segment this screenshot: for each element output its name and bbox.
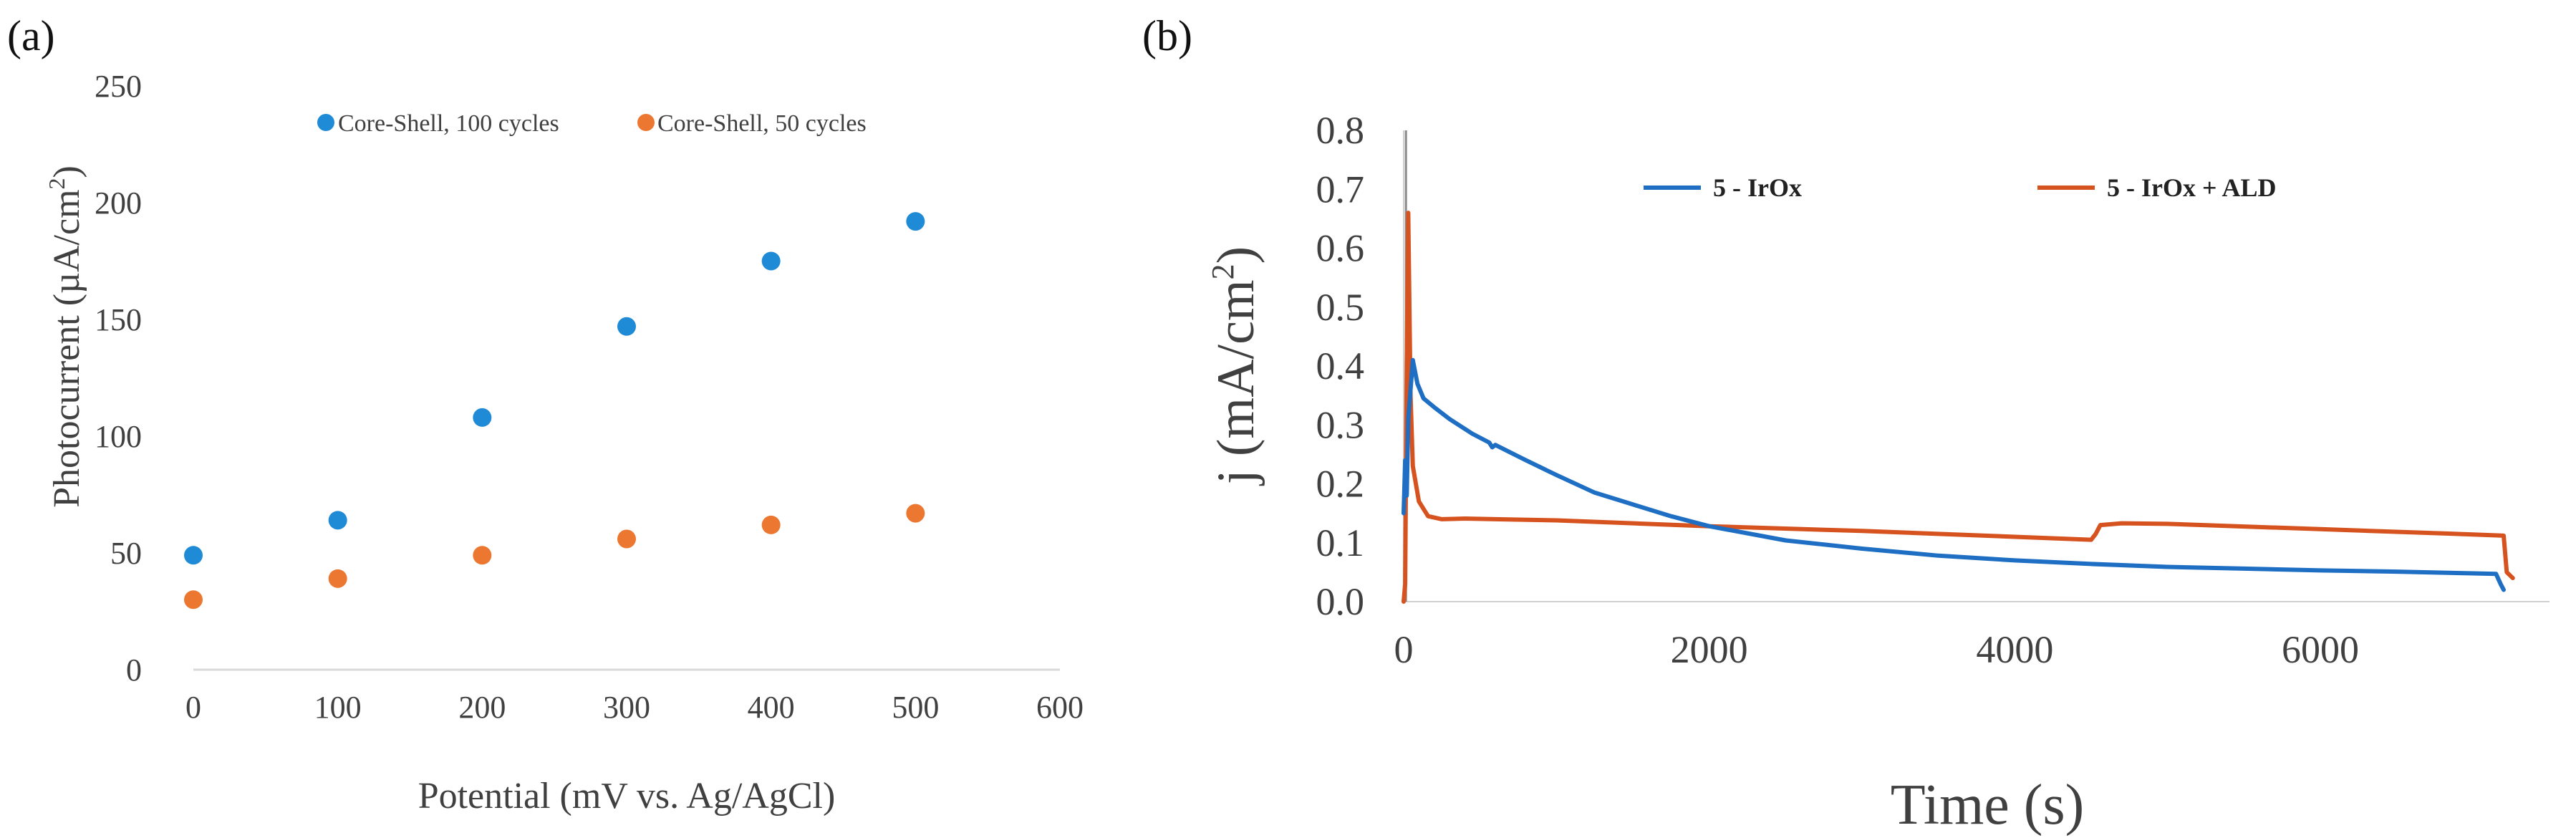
panel-b-series-5-irox xyxy=(1402,357,2506,592)
panel-b-x-axis-label: Time (s) xyxy=(1891,774,2084,837)
legend-label-core-shell-50: Core-Shell, 50 cycles xyxy=(657,110,867,137)
panel-a-point-core-shell-50-cycles-4 xyxy=(761,515,781,534)
panel-b-y-tick-1: 0.1 xyxy=(1316,521,1365,564)
panel-a-y-ticks: 0 50 100 150 200 250 xyxy=(95,69,142,688)
panel-b-chart: 0.0 0.1 0.2 0.3 0.4 0.5 0.6 0.7 0.8 0 2000 4000 600… xyxy=(1205,109,2550,837)
panel-b-lines xyxy=(1402,130,2515,604)
panel-a-y-label-main: Photocurrent (µA/cm xyxy=(47,189,87,507)
panel-a-x-tick-6: 600 xyxy=(1036,690,1084,725)
legend-label-irox-ald: 5 - IrOx + ALD xyxy=(2107,173,2277,202)
panel-a-x-axis-label: Potential (mV vs. Ag/AgCl) xyxy=(418,776,836,817)
panel-a-x-tick-2: 200 xyxy=(458,690,506,725)
panel-b-y-tick-5: 0.5 xyxy=(1316,286,1365,329)
panel-a-point-core-shell-50-cycles-0 xyxy=(184,590,203,610)
panel-a-point-core-shell-100-cycles-1 xyxy=(328,511,347,530)
panel-b-y-tick-0: 0.0 xyxy=(1316,580,1365,623)
panel-b-y-ticks: 0.0 0.1 0.2 0.3 0.4 0.5 0.6 0.7 0.8 xyxy=(1316,109,1365,623)
panel-a-x-tick-0: 0 xyxy=(185,690,201,725)
panel-b-y-tick-2: 0.2 xyxy=(1316,463,1365,506)
panel-a-points xyxy=(184,212,925,610)
panel-a-y-label-close: ) xyxy=(47,165,87,178)
panel-b-x-tick-1: 2000 xyxy=(1671,628,1748,671)
panel-a-point-core-shell-50-cycles-3 xyxy=(617,529,636,549)
panel-b-y-label-main: j (mA/cm xyxy=(1207,279,1265,486)
panel-b-y-tick-7: 0.7 xyxy=(1316,168,1365,211)
panel-b-x-tick-2: 4000 xyxy=(1976,628,2053,671)
panel-a-label: (a) xyxy=(7,12,55,59)
panel-b-y-tick-4: 0.4 xyxy=(1316,345,1365,387)
panel-b-y-label-close: ) xyxy=(1207,246,1265,264)
panel-a-point-core-shell-50-cycles-5 xyxy=(906,504,925,523)
panel-a-y-tick-2: 100 xyxy=(95,419,142,454)
panel-a-x-tick-4: 400 xyxy=(748,690,795,725)
panel-a-x-tick-3: 300 xyxy=(603,690,650,725)
panel-a-chart: 0 50 100 150 200 250 0 100 200 300 400 500 600 Pote… xyxy=(44,69,1084,817)
panel-b-y-axis-label: j (mA/cm2) xyxy=(1205,246,1265,486)
panel-a-point-core-shell-100-cycles-4 xyxy=(761,251,781,271)
legend-marker-core-shell-50 xyxy=(637,114,655,131)
panel-b-x-tick-3: 6000 xyxy=(2282,628,2359,671)
panel-a-y-label-sup: 2 xyxy=(44,178,69,189)
panel-a-point-core-shell-50-cycles-2 xyxy=(473,546,492,565)
panel-b-x-tick-0: 0 xyxy=(1394,628,1414,671)
panel-a-point-core-shell-100-cycles-0 xyxy=(184,546,203,565)
panel-a-point-core-shell-50-cycles-1 xyxy=(328,569,347,588)
panel-b-y-label-sup: 2 xyxy=(1205,264,1240,279)
panel-a-point-core-shell-100-cycles-2 xyxy=(473,408,492,427)
panel-a-y-tick-4: 200 xyxy=(95,186,142,221)
panel-b-y-tick-3: 0.3 xyxy=(1316,403,1365,446)
panel-b-y-tick-6: 0.6 xyxy=(1316,227,1365,270)
legend-label-irox: 5 - IrOx xyxy=(1713,173,1802,202)
panel-b-x-ticks: 0 2000 4000 6000 xyxy=(1394,628,2360,671)
legend-marker-core-shell-100 xyxy=(317,114,334,131)
panel-a-point-core-shell-100-cycles-3 xyxy=(617,317,636,336)
panel-b-series-5-irox-ald xyxy=(1402,211,2515,604)
panel-b-y-tick-8: 0.8 xyxy=(1316,109,1365,152)
panel-a-point-core-shell-100-cycles-5 xyxy=(906,212,925,231)
panel-a-y-axis-label: Photocurrent (µA/cm2) xyxy=(44,165,87,508)
panel-a-y-tick-3: 150 xyxy=(95,302,142,337)
panel-a-y-tick-0: 0 xyxy=(126,652,142,688)
panel-a-y-tick-5: 250 xyxy=(95,69,142,104)
panel-a-x-ticks: 0 100 200 300 400 500 600 xyxy=(185,690,1084,725)
panel-a-y-tick-1: 50 xyxy=(110,536,142,571)
legend-label-core-shell-100: Core-Shell, 100 cycles xyxy=(338,110,559,137)
panel-a-x-tick-1: 100 xyxy=(314,690,362,725)
panel-b-label: (b) xyxy=(1142,12,1192,59)
panel-a-x-tick-5: 500 xyxy=(892,690,939,725)
